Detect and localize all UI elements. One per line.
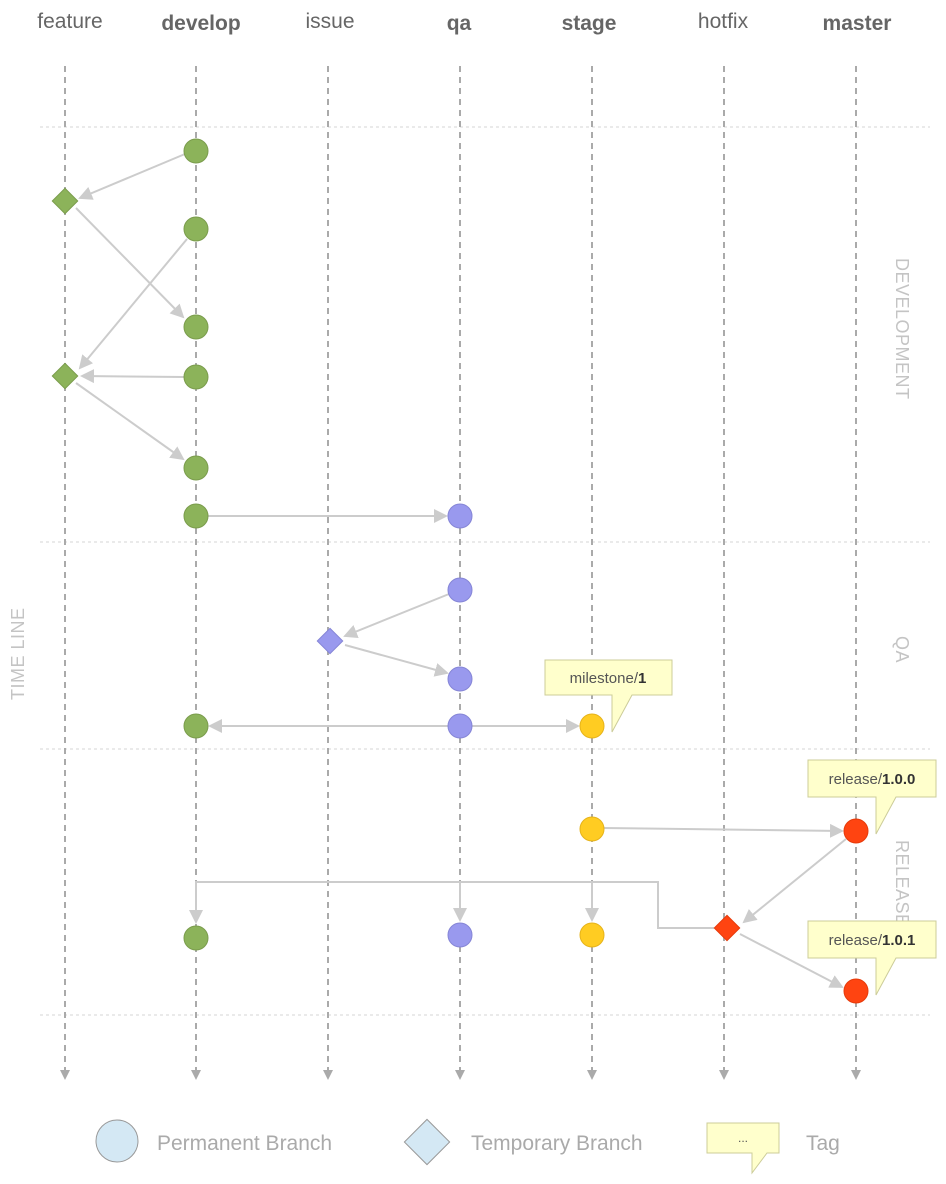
tag-release-100-text: release/1.0.0 bbox=[829, 771, 916, 788]
develop-commit bbox=[183, 216, 209, 242]
legend-tag-sample: ... bbox=[738, 1131, 748, 1145]
branch-label-stage: stage bbox=[562, 12, 617, 35]
tag-release-100-value: 1.0.0 bbox=[882, 771, 915, 788]
tag-release-101-value: 1.0.1 bbox=[882, 932, 915, 949]
develop-commit bbox=[183, 925, 209, 951]
tag-release-1-0-0: release/1.0.0 bbox=[807, 759, 937, 835]
qa-commits bbox=[447, 503, 473, 948]
tag-milestone-prefix: milestone/ bbox=[570, 670, 639, 687]
hotfix-commits bbox=[713, 914, 741, 942]
legend-temporary-label: Temporary Branch bbox=[471, 1132, 643, 1155]
stage-commit bbox=[579, 713, 605, 739]
branch-label-develop: develop bbox=[161, 12, 240, 35]
develop-commit bbox=[183, 364, 209, 390]
master-commits bbox=[843, 818, 869, 1004]
qa-commit bbox=[447, 922, 473, 948]
arrow-issue-to-qa bbox=[344, 644, 449, 677]
tag-release-101-text: release/1.0.1 bbox=[829, 932, 916, 949]
qa-commit bbox=[447, 666, 473, 692]
arrow-master-to-hotfix bbox=[742, 838, 847, 924]
arrow-develop-to-feature-2 bbox=[78, 238, 188, 370]
phase-label-qa: QA bbox=[892, 636, 912, 663]
develop-commit bbox=[183, 314, 209, 340]
phase-label-development: DEVELOPMENT bbox=[892, 258, 912, 400]
phase-separators bbox=[40, 126, 930, 1016]
arrow-feature-to-develop-1 bbox=[75, 207, 185, 319]
tag-release-101-prefix: release/ bbox=[829, 932, 883, 949]
stage-commit bbox=[579, 816, 605, 842]
legend-tag-label: Tag bbox=[806, 1132, 840, 1155]
issue-commit bbox=[316, 627, 344, 655]
legend-temporary-icon bbox=[403, 1118, 451, 1166]
connectors bbox=[75, 153, 847, 988]
qa-commit bbox=[447, 577, 473, 603]
tag-release-1-0-1: release/1.0.1 bbox=[807, 920, 937, 996]
tag-milestone-text: milestone/1 bbox=[570, 670, 647, 687]
tag-release-100-prefix: release/ bbox=[829, 771, 883, 788]
branch-label-issue: issue bbox=[305, 10, 354, 33]
arrow-qa-to-issue bbox=[343, 593, 450, 638]
develop-commit bbox=[183, 138, 209, 164]
branch-label-hotfix: hotfix bbox=[698, 10, 749, 33]
arrow-stage-to-master bbox=[603, 823, 844, 838]
arrow-hotfix-to-master bbox=[739, 933, 844, 988]
timeline-label: TIME LINE bbox=[8, 607, 28, 700]
feature-commits bbox=[51, 187, 79, 390]
arrow-hotfix-to-develop bbox=[189, 881, 714, 929]
master-commit bbox=[843, 818, 869, 844]
legend-tag-icon bbox=[706, 1122, 780, 1175]
qa-commit bbox=[447, 503, 473, 529]
branch-label-master: master bbox=[823, 12, 892, 35]
develop-commit bbox=[183, 503, 209, 529]
legend-permanent-icon bbox=[95, 1119, 139, 1163]
feature-commit bbox=[51, 187, 79, 215]
develop-commit bbox=[183, 455, 209, 481]
legend: Permanent Branch Temporary Branch ... Ta… bbox=[95, 1118, 840, 1175]
branch-headers: feature develop issue qa stage hotfix ma… bbox=[37, 10, 891, 35]
phase-label-release: RELEASE bbox=[892, 840, 912, 927]
master-commit bbox=[843, 978, 869, 1004]
arrow-develop-to-feature-1 bbox=[78, 153, 186, 200]
develop-commits bbox=[183, 138, 209, 951]
legend-permanent-label: Permanent Branch bbox=[157, 1132, 332, 1155]
arrow-develop-to-feature-3 bbox=[80, 369, 185, 384]
arrow-feature-to-develop-2 bbox=[75, 382, 185, 461]
stage-commit bbox=[579, 922, 605, 948]
feature-commit bbox=[51, 362, 79, 390]
stage-commits bbox=[579, 713, 605, 948]
issue-commits bbox=[316, 627, 344, 655]
hotfix-commit bbox=[713, 914, 741, 942]
tag-milestone-1: milestone/1 bbox=[544, 659, 673, 733]
branch-label-feature: feature bbox=[37, 10, 102, 33]
develop-commit bbox=[183, 713, 209, 739]
branch-label-qa: qa bbox=[447, 12, 472, 35]
tag-milestone-value: 1 bbox=[638, 670, 646, 687]
qa-commit bbox=[447, 713, 473, 739]
